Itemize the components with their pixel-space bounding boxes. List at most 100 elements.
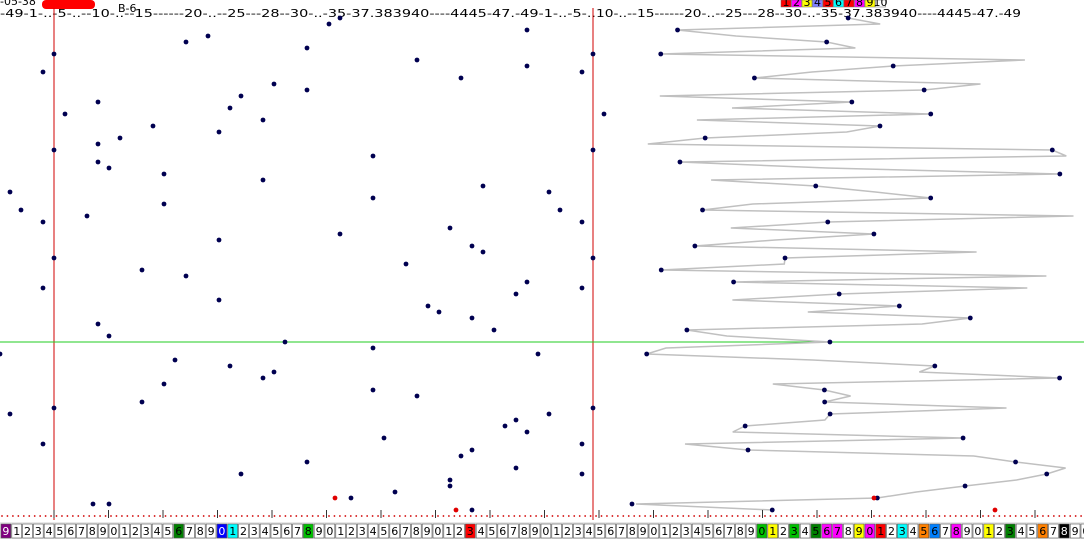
tick-dot	[33, 515, 36, 517]
tick-dot	[567, 515, 570, 517]
cell-label: 5	[164, 525, 171, 538]
cell-label: 4	[46, 525, 53, 538]
dot	[469, 507, 475, 513]
tick-dot	[518, 515, 521, 517]
legend-box	[864, 0, 876, 8]
dot	[348, 495, 354, 501]
cell	[702, 523, 714, 539]
dot	[436, 309, 442, 315]
cell	[616, 523, 627, 539]
cell	[627, 523, 638, 539]
dot	[271, 81, 277, 87]
cell	[324, 523, 336, 539]
tick-dot	[339, 515, 341, 517]
tick-dot	[976, 515, 979, 517]
cell	[367, 523, 379, 539]
dot	[117, 135, 123, 141]
tick-dot	[164, 515, 167, 517]
tick-dot	[780, 515, 783, 517]
tick-dot	[213, 515, 216, 517]
dot	[1057, 171, 1063, 177]
cell-label: 7	[294, 525, 301, 538]
cell-label: 6	[823, 525, 830, 538]
cell	[756, 523, 768, 539]
tick-dot	[1003, 515, 1006, 517]
cell	[659, 523, 670, 539]
cell	[810, 523, 822, 539]
dot	[1057, 375, 1063, 381]
cell	[173, 523, 184, 539]
dot	[513, 465, 519, 471]
cell-label: 9	[532, 525, 539, 538]
tick-dot	[535, 515, 537, 517]
tick-dot	[557, 515, 559, 517]
tick-dot	[933, 515, 935, 517]
cell-label: 0	[110, 525, 117, 538]
dot	[524, 63, 530, 69]
dot	[447, 483, 453, 489]
tick-dot	[486, 515, 488, 517]
cell	[11, 523, 22, 539]
cell-label: 7	[510, 525, 517, 538]
cell	[378, 523, 390, 539]
dot	[139, 399, 145, 405]
tick-dot	[813, 515, 815, 517]
tick-dot	[442, 515, 445, 517]
dot	[513, 291, 519, 297]
tick-dot	[219, 515, 221, 517]
tick-dot	[687, 515, 690, 517]
cell-label: 8	[197, 525, 204, 538]
tick-dot	[366, 515, 369, 517]
legend-box	[854, 0, 865, 8]
legend-box	[780, 0, 792, 8]
cell	[0, 523, 12, 539]
tick-dot	[458, 515, 461, 517]
tick-dot	[878, 515, 881, 517]
tick-dot	[922, 515, 924, 517]
tick-dot	[633, 515, 636, 517]
tick-dot	[170, 515, 172, 517]
tick-dot	[660, 515, 663, 517]
tick-dot	[742, 515, 745, 517]
cell-label: 4	[694, 525, 701, 538]
legend-label: 8	[856, 0, 863, 9]
cell	[87, 523, 98, 539]
cell	[961, 523, 973, 539]
dot	[40, 285, 46, 291]
tick-dot	[93, 515, 96, 517]
tick-dot	[698, 515, 701, 517]
cell-label: 1	[877, 525, 884, 538]
dot	[579, 219, 585, 225]
dot	[238, 471, 244, 477]
dot	[370, 387, 376, 393]
legend-box	[875, 0, 886, 8]
cell	[432, 523, 444, 539]
dot	[502, 423, 508, 429]
cell	[724, 523, 735, 539]
tick-dot	[1080, 515, 1082, 517]
tick-dot	[1058, 515, 1061, 517]
cell-label: 6	[391, 525, 398, 538]
tick-dot	[1052, 515, 1055, 517]
dot	[579, 69, 585, 75]
cell-label: 1	[13, 525, 20, 538]
dot	[414, 393, 420, 399]
dot	[825, 219, 831, 225]
dot	[260, 375, 266, 381]
tick-dot	[862, 515, 864, 517]
cell	[929, 523, 940, 539]
cell	[151, 523, 163, 539]
dot	[731, 279, 736, 285]
cell	[529, 523, 541, 539]
tick-dot	[197, 515, 200, 517]
dot	[381, 435, 387, 441]
dot	[7, 189, 13, 195]
tick-dot	[900, 515, 903, 517]
tick-dot	[1069, 515, 1072, 517]
tick-dot	[758, 515, 761, 517]
dot	[84, 213, 90, 219]
legend-label: 10	[874, 0, 888, 9]
dot	[928, 195, 934, 201]
legend-label: 4	[814, 0, 821, 9]
cell	[1005, 523, 1016, 539]
